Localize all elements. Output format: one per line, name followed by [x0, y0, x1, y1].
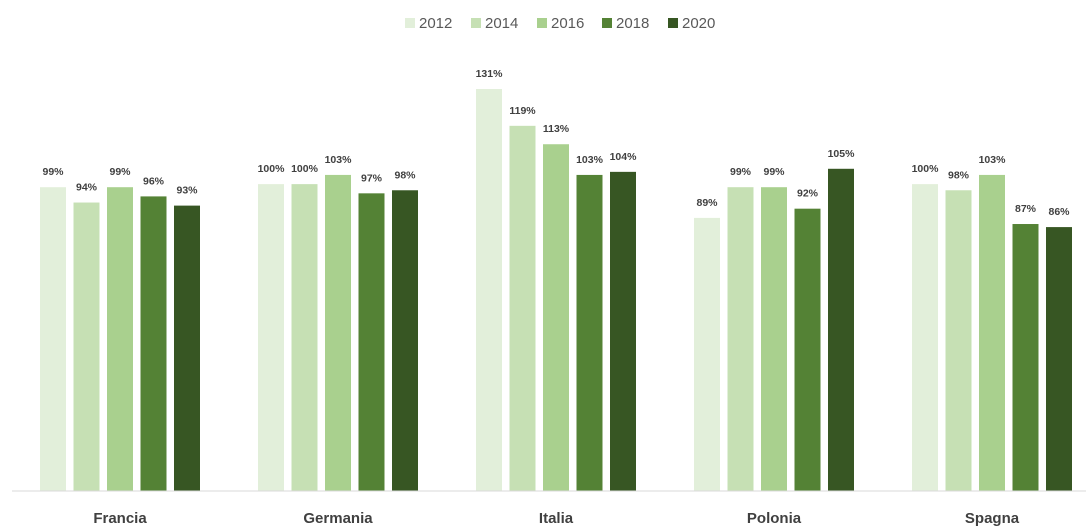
data-label-francia-2018: 96% [143, 175, 165, 187]
bar-francia-2012 [40, 187, 66, 491]
legend-label-2016: 2016 [551, 15, 584, 32]
bar-polonia-2014 [727, 187, 754, 491]
bar-italia-2012 [476, 89, 502, 491]
data-label-spagna-2016: 103% [979, 154, 1007, 166]
bar-polonia-2018 [794, 208, 821, 491]
data-label-germania-2014: 100% [291, 163, 319, 175]
bar-francia-2014 [73, 202, 100, 491]
bar-francia-2016 [107, 187, 133, 491]
data-label-polonia-2016: 99% [763, 166, 785, 178]
data-label-germania-2016: 103% [325, 154, 353, 166]
legend-label-2014: 2014 [485, 15, 518, 32]
category-label-polonia: Polonia [747, 510, 802, 526]
bar-spagna-2012 [912, 184, 938, 492]
data-label-germania-2012: 100% [258, 163, 286, 175]
bar-polonia-2016 [761, 187, 787, 491]
legend-swatch-2016 [537, 18, 547, 28]
data-label-polonia-2012: 89% [696, 197, 718, 209]
data-label-polonia-2020: 105% [828, 148, 856, 160]
bar-spagna-2014 [945, 190, 972, 491]
bar-italia-2016 [543, 144, 569, 492]
bars [40, 89, 1072, 492]
data-labels: 99% 94% 99% 96% 93% 100% 100% 103% 97% 98% 131% 119… [42, 68, 1070, 218]
data-label-francia-2014: 94% [76, 182, 98, 194]
legend-label-2012: 2012 [419, 15, 452, 32]
legend-label-2020: 2020 [682, 15, 715, 32]
bar-italia-2018 [576, 174, 603, 492]
data-label-italia-2012: 131% [476, 68, 504, 80]
data-label-italia-2020: 104% [610, 151, 638, 163]
legend-swatch-2014 [471, 18, 481, 28]
bar-spagna-2020 [1046, 227, 1072, 491]
data-label-spagna-2014: 98% [948, 169, 970, 181]
data-label-germania-2020: 98% [394, 169, 416, 181]
data-label-italia-2014: 119% [509, 105, 536, 117]
data-label-spagna-2012: 100% [912, 163, 940, 175]
bar-italia-2020 [610, 171, 636, 491]
data-label-polonia-2014: 99% [730, 166, 752, 178]
bar-germania-2016 [325, 174, 351, 492]
bar-francia-2018 [140, 196, 167, 491]
bar-francia-2020 [174, 205, 200, 491]
bar-italia-2014 [509, 125, 536, 491]
category-labels: Francia Germania Italia Polonia Spagna [93, 510, 1019, 526]
bar-germania-2014 [291, 184, 318, 492]
legend-label-2018: 2018 [616, 15, 649, 32]
data-label-francia-2016: 99% [109, 166, 131, 178]
data-label-spagna-2020: 86% [1048, 206, 1070, 218]
data-label-italia-2018: 103% [576, 154, 604, 166]
category-label-italia: Italia [539, 510, 574, 526]
legend: 2012 2014 2016 2018 2020 [405, 15, 715, 32]
legend-swatch-2018 [602, 18, 612, 28]
category-label-spagna: Spagna [965, 510, 1020, 526]
data-label-francia-2012: 99% [42, 166, 64, 178]
bar-germania-2012 [258, 184, 284, 492]
category-label-germania: Germania [303, 510, 373, 526]
bar-polonia-2020 [828, 168, 854, 491]
bar-spagna-2018 [1012, 224, 1039, 492]
data-label-germania-2018: 97% [361, 172, 383, 184]
bar-polonia-2012 [694, 217, 720, 491]
data-label-spagna-2018: 87% [1015, 203, 1037, 215]
bar-spagna-2016 [979, 174, 1005, 492]
data-label-italia-2016: 113% [543, 123, 570, 135]
bar-germania-2018 [358, 193, 385, 491]
category-label-francia: Francia [93, 510, 147, 526]
legend-swatch-2020 [668, 18, 678, 28]
data-label-francia-2020: 93% [176, 185, 198, 197]
legend-swatch-2012 [405, 18, 415, 28]
bar-germania-2020 [392, 190, 418, 491]
data-label-polonia-2018: 92% [797, 188, 819, 200]
